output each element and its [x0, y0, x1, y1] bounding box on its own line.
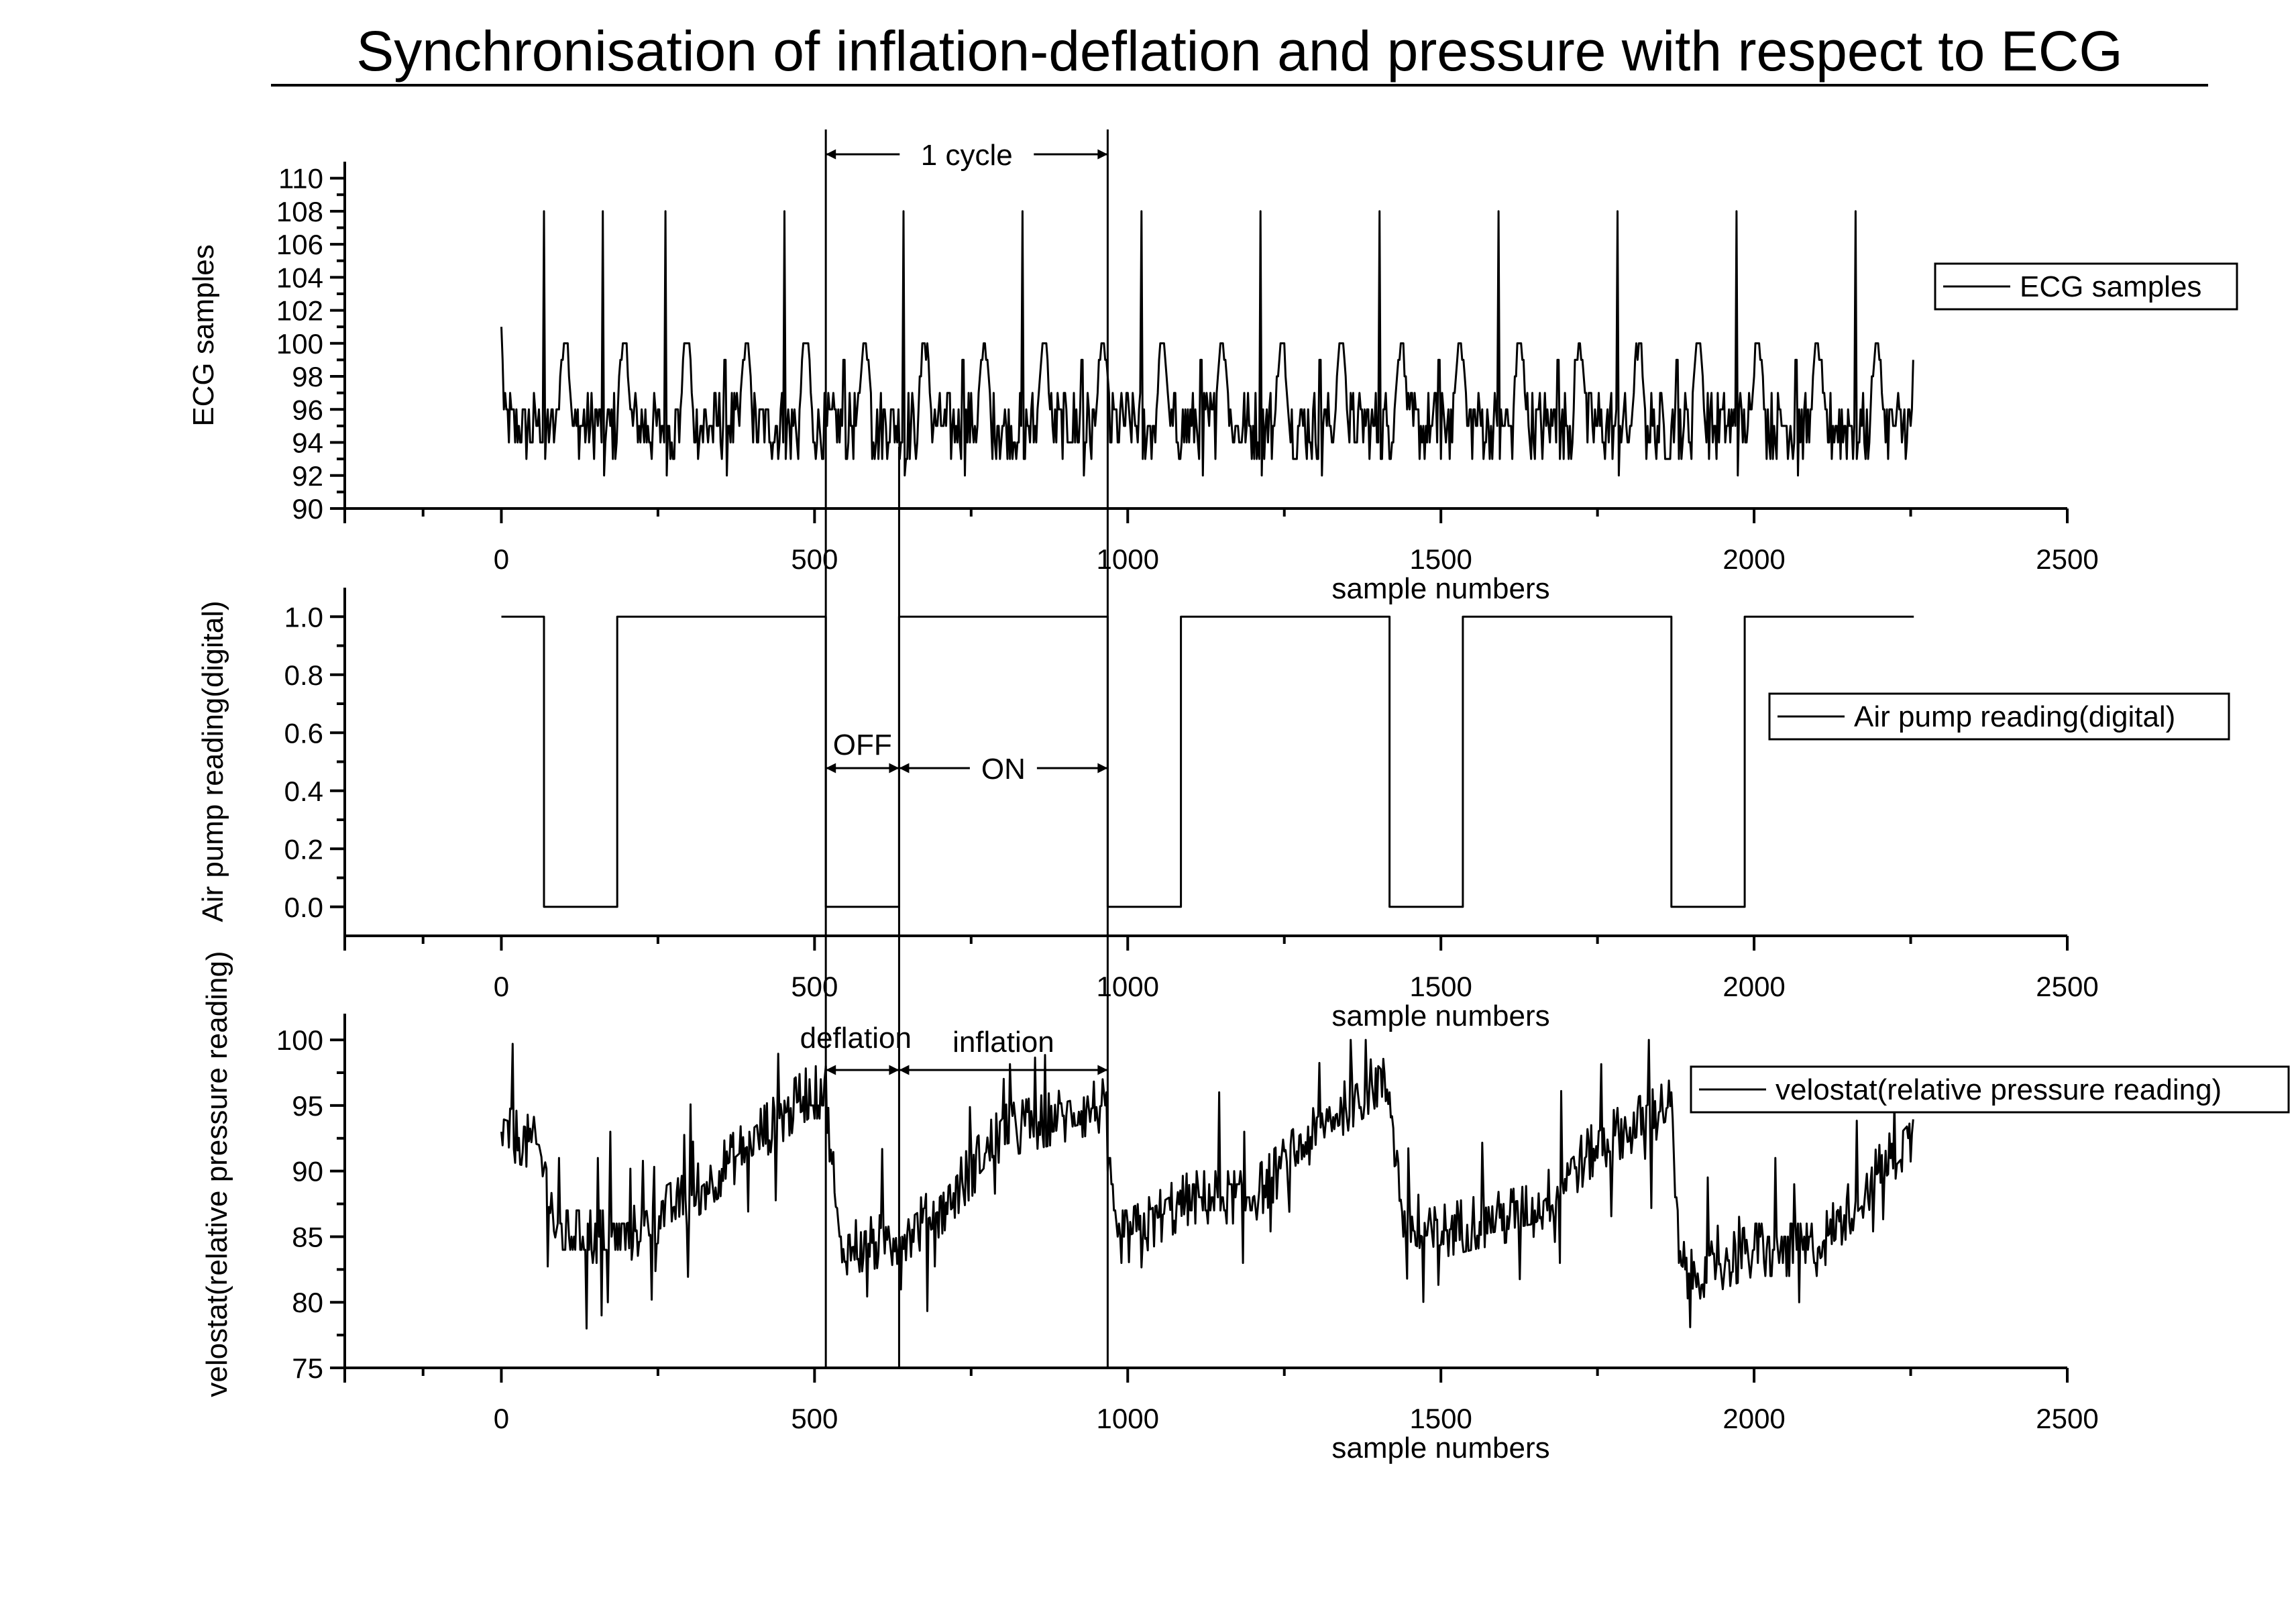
y-tick-label: 108 [276, 196, 323, 227]
chart-title: Synchronisation of inflation-deflation a… [356, 19, 2122, 83]
x-tick-label: 2000 [1723, 971, 1785, 1002]
x-tick-label: 1500 [1409, 1403, 1472, 1434]
air-pump-panel: 0.0 0.2 0.4 0.6 0.8 1.0 0 500 1000 1500 2000 2500 sa… [197, 588, 2230, 1032]
x-tick-label: 500 [791, 1403, 838, 1434]
off-label: OFF [833, 729, 892, 761]
y-tick-label: 0.6 [284, 717, 323, 749]
deflation-label: deflation [800, 1022, 912, 1055]
y-tick-label: 0.2 [284, 833, 323, 865]
x-axis-label: sample numbers [1331, 572, 1549, 605]
series-line [500, 1038, 1914, 1330]
x-tick-label: 1000 [1097, 543, 1159, 575]
y-tick-label: 94 [292, 427, 323, 459]
legend-label: Air pump reading(digital) [1854, 700, 2175, 733]
y-tick-label: 102 [276, 295, 323, 327]
y-tick-label: 0.0 [284, 892, 323, 923]
y-tick-label: 106 [276, 229, 323, 260]
x-tick-label: 1500 [1409, 543, 1472, 575]
x-tick-label: 0 [494, 1403, 509, 1434]
y-tick-label: 95 [292, 1090, 323, 1122]
x-tick-label: 2000 [1723, 543, 1785, 575]
y-tick-label: 0.8 [284, 659, 323, 691]
x-tick-label: 1000 [1097, 1403, 1159, 1434]
legend-label: velostat(relative pressure reading) [1775, 1073, 2222, 1106]
y-axis-label: ECG samples [187, 244, 220, 426]
y-tick-label: 110 [278, 163, 323, 195]
y-tick-label: 98 [292, 361, 323, 392]
y-tick-label: 90 [292, 493, 323, 525]
x-tick-label: 2500 [2036, 971, 2098, 1002]
series-line [500, 210, 1914, 477]
x-tick-label: 2500 [2036, 1403, 2098, 1434]
y-tick-label: 90 [292, 1156, 323, 1187]
y-axis-label: velostat(relative pressure reading) [201, 951, 233, 1397]
y-tick-label: 96 [292, 394, 323, 425]
cycle-label: 1 cycle [921, 139, 1013, 172]
x-tick-label: 0 [494, 543, 509, 575]
sync-annotations: 1 cycle OFF ON deflation inflation [800, 129, 1109, 1368]
x-tick-label: 2500 [2036, 543, 2098, 575]
y-tick-label: 75 [292, 1352, 323, 1384]
series-line [501, 615, 1914, 908]
y-tick-label: 104 [276, 262, 323, 293]
x-tick-label: 500 [791, 543, 838, 575]
legend-label: ECG samples [2020, 270, 2201, 303]
x-tick-label: 0 [494, 971, 509, 1002]
y-tick-label: 1.0 [284, 601, 323, 633]
on-label: ON [981, 753, 1026, 786]
x-tick-label: 1000 [1097, 971, 1159, 1002]
y-tick-label: 92 [292, 460, 323, 492]
y-tick-label: 80 [292, 1287, 323, 1318]
x-axis-label: sample numbers [1331, 1000, 1549, 1032]
legend-box [1768, 692, 2230, 741]
legend-box [1690, 1065, 2290, 1114]
y-tick-label: 0.4 [284, 776, 323, 807]
y-axis-label: Air pump reading(digital) [197, 600, 229, 922]
inflation-label: inflation [952, 1026, 1054, 1059]
y-tick-label: 100 [276, 1024, 323, 1056]
x-tick-label: 1500 [1409, 971, 1472, 1002]
y-tick-label: 100 [276, 328, 323, 360]
x-axis-label: sample numbers [1331, 1432, 1549, 1464]
x-tick-label: 2000 [1723, 1403, 1785, 1434]
y-tick-label: 85 [292, 1221, 323, 1252]
x-tick-label: 500 [791, 971, 838, 1002]
